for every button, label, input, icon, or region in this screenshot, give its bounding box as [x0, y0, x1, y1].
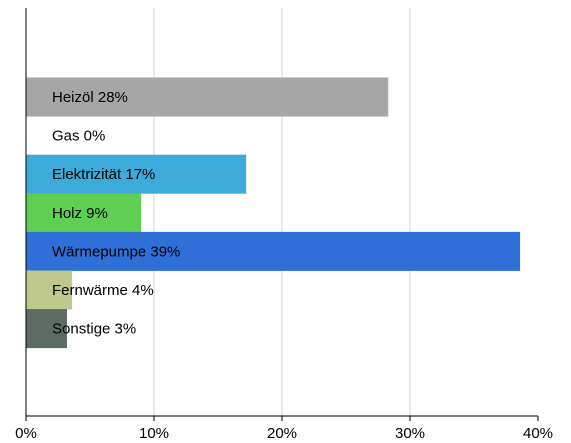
bar-fernwärme [26, 270, 73, 310]
x-tick-label: 40% [523, 425, 553, 442]
x-axis-ticks: 0% 10% 20% 30% 40% [15, 416, 553, 442]
x-tick-label: 20% [267, 425, 297, 442]
bar-label: Heizöl 28% [52, 89, 128, 106]
bar-label: Gas 0% [52, 128, 105, 145]
bar-label: Holz 9% [52, 205, 108, 222]
bar-heizöl [26, 77, 389, 117]
x-tick-label: 30% [395, 425, 425, 442]
bar-label: Wärmepumpe 39% [52, 243, 180, 260]
bar-label: Sonstige 3% [52, 321, 136, 338]
data-labels: Heizöl 28% Gas 0% Elektrizität 17% Holz 9% W… [52, 89, 180, 338]
bar-wärmepumpe [26, 231, 521, 271]
bar-sonstige [26, 309, 67, 349]
bar-label: Elektrizität 17% [52, 166, 155, 183]
bar-label: Fernwärme 4% [52, 282, 154, 299]
x-tick-label: 0% [15, 425, 37, 442]
bars [26, 77, 521, 349]
bar-elektrizität [26, 154, 247, 194]
gridlines [153, 8, 411, 416]
bar-holz [26, 193, 142, 233]
x-tick-label: 10% [139, 425, 169, 442]
